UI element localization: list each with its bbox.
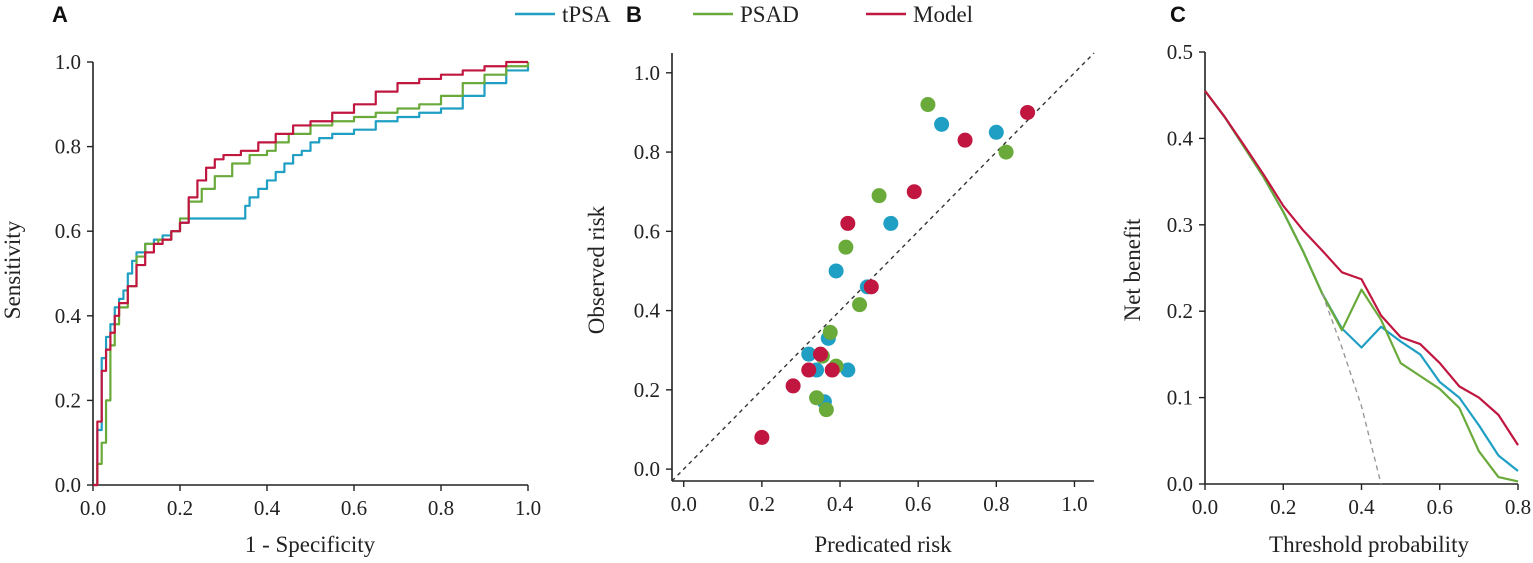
pb-point-model (824, 362, 840, 378)
pc-y-tick-label: 0.2 (1167, 299, 1193, 323)
pa-y-tick-label: 0.2 (55, 388, 81, 412)
pc-series-treat-all (1321, 293, 1382, 485)
decision-curve-chart: 0.0 0.2 0.4 0.6 0.8 0.0 0.1 0.2 0.3 0.4 0.5 Thresho… (1120, 40, 1531, 557)
pb-point-tpsa (840, 362, 856, 378)
pa-y-tick-label: 1.0 (55, 50, 81, 74)
calibration-chart: 0.0 0.2 0.4 0.6 0.8 1.0 0.0 0.2 0.4 0.6 0.8 1.0 Pred… (584, 52, 1095, 557)
pa-series-psad (93, 62, 530, 487)
pb-point-model (906, 184, 922, 200)
legend-label-tpsa: tPSA (562, 2, 611, 27)
pa-y-axis-title: Sensitivity (0, 220, 25, 319)
pb-point-model (863, 279, 879, 295)
pa-x-axis-title: 1 - Specificity (245, 532, 376, 557)
roc-chart: 0.0 0.2 0.4 0.6 0.8 1.0 0.0 0.2 0.4 0.6 0.8 1.0 1 - … (0, 50, 541, 557)
pb-y-tick-label: 0.4 (634, 299, 661, 323)
pc-y-axis-title: Net benefit (1120, 218, 1145, 321)
pc-series-psad (1204, 90, 1519, 483)
pa-x-tick-label: 0.0 (80, 496, 106, 520)
legend-label-psad: PSAD (740, 2, 799, 27)
pb-point-psad (852, 297, 868, 313)
pc-x-tick-label: 0.6 (1427, 495, 1453, 519)
pa-x-tick-label: 1.0 (515, 496, 541, 520)
pb-point-model (1020, 104, 1036, 120)
pb-point-model (754, 429, 770, 445)
pb-point-tpsa (828, 263, 844, 279)
pb-point-model (812, 346, 828, 362)
pa-y-tick-label: 0.6 (55, 219, 81, 243)
pb-point-psad (838, 239, 854, 255)
pb-point-model (957, 132, 973, 148)
pb-point-model (840, 215, 856, 231)
pb-point-psad (998, 144, 1014, 160)
pb-point-psad (822, 324, 838, 340)
pb-point-model (785, 378, 801, 394)
pb-point-psad (920, 97, 936, 113)
pb-point-tpsa (883, 215, 899, 231)
pc-x-tick-label: 0.4 (1348, 495, 1375, 519)
pb-point-tpsa (934, 116, 950, 132)
pb-y-tick-label: 0.6 (634, 219, 660, 243)
pc-y-tick-label: 0.1 (1167, 386, 1193, 410)
pc-x-tick-label: 0.0 (1192, 495, 1218, 519)
pb-x-tick-label: 0.4 (827, 492, 854, 516)
legend: tPSA PSAD Model (515, 2, 973, 27)
pb-y-axis-title: Observed risk (584, 205, 609, 334)
pc-x-tick-label: 0.2 (1270, 495, 1296, 519)
pa-x-tick-label: 0.8 (428, 496, 454, 520)
pc-y-tick-label: 0.3 (1167, 213, 1193, 237)
pb-point-psad (818, 402, 834, 418)
pb-x-tick-label: 1.0 (1061, 492, 1087, 516)
pb-x-tick-label: 0.2 (749, 492, 775, 516)
pa-series-model (93, 60, 528, 487)
pa-x-tick-label: 0.4 (254, 496, 281, 520)
pb-point-tpsa (801, 346, 817, 362)
pc-series-model (1204, 90, 1519, 446)
pb-y-tick-label: 0.2 (634, 378, 660, 402)
legend-label-model: Model (913, 2, 973, 27)
pa-y-tick-label: 0.8 (55, 135, 81, 159)
pb-x-tick-label: 0.0 (671, 492, 697, 516)
pb-x-tick-label: 0.6 (905, 492, 931, 516)
pa-y-tick-label: 0.0 (55, 473, 81, 497)
pb-y-tick-label: 1.0 (634, 61, 660, 85)
pc-x-axis-title: Threshold probability (1269, 532, 1469, 557)
pb-x-tick-label: 0.8 (983, 492, 1009, 516)
pc-x-tick-label: 0.8 (1505, 495, 1531, 519)
pb-point-model (801, 362, 817, 378)
pc-y-tick-label: 0.0 (1167, 472, 1193, 496)
panel-label-b: B (626, 2, 642, 27)
pb-point-tpsa (988, 124, 1004, 140)
pb-y-tick-label: 0.8 (634, 140, 660, 164)
pb-point-psad (871, 188, 887, 204)
panel-label-a: A (52, 2, 68, 27)
pa-x-tick-label: 0.2 (167, 496, 193, 520)
pb-point-psad (809, 390, 825, 406)
pa-y-tick-label: 0.4 (55, 304, 82, 328)
pa-x-tick-label: 0.6 (341, 496, 367, 520)
pb-x-axis-title: Predicated risk (814, 532, 952, 557)
pc-y-tick-label: 0.5 (1167, 40, 1193, 64)
pb-y-tick-label: 0.0 (634, 457, 660, 481)
pc-y-tick-label: 0.4 (1167, 126, 1194, 150)
panel-label-c: C (1170, 2, 1186, 27)
